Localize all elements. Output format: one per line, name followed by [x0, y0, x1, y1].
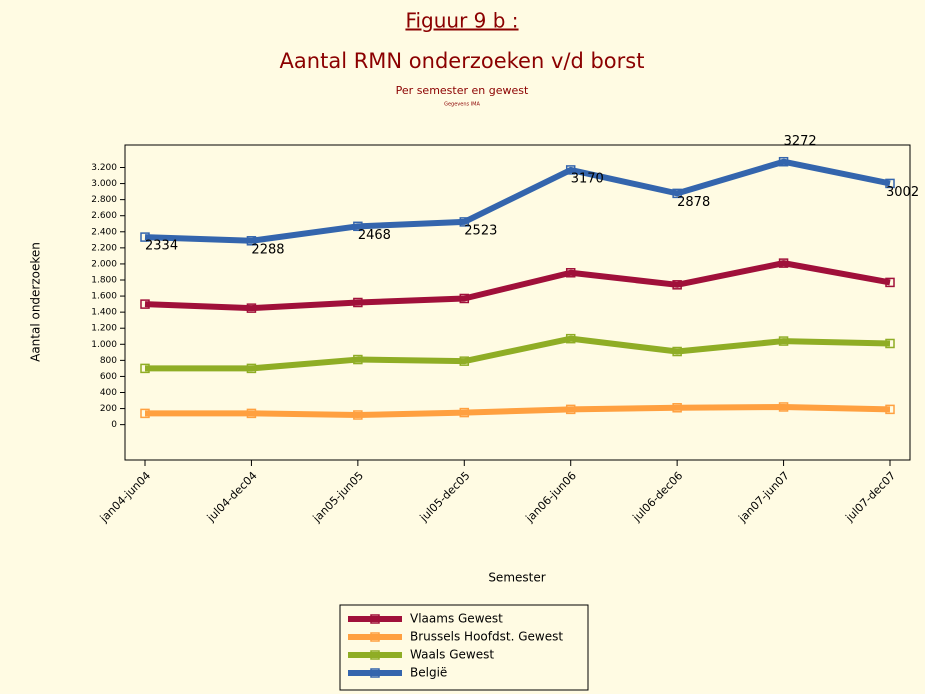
legend-marker [370, 614, 380, 624]
y-tick-label: 2.200 [91, 243, 117, 253]
point-marker [565, 268, 576, 278]
plot-frame [124, 144, 911, 461]
y-tick-label: 1.000 [91, 340, 117, 350]
point-marker [353, 221, 363, 232]
legend-label: Waals Gewest [410, 648, 494, 662]
series-line [145, 335, 891, 372]
point-marker [246, 363, 257, 374]
legend-label: Vlaams Gewest [410, 612, 503, 626]
point-marker [140, 299, 150, 309]
point-marker [459, 293, 470, 304]
point-marker [459, 217, 470, 227]
chart-caption: Per semester en gewest [396, 84, 529, 97]
point-marker [672, 188, 682, 199]
data-label: 2288 [251, 242, 284, 257]
point-marker [778, 402, 789, 412]
point-marker [140, 408, 150, 419]
point-marker [778, 258, 789, 268]
y-tick-label: 1.600 [91, 292, 117, 302]
point-marker [778, 336, 789, 346]
point-marker [140, 363, 150, 374]
point-marker [778, 156, 789, 167]
y-tick-label: 1.400 [91, 308, 117, 318]
point-marker [885, 338, 895, 349]
point-marker [246, 236, 257, 246]
legend-marker [370, 668, 380, 678]
point-marker [353, 354, 363, 365]
y-tick-label: 400 [100, 388, 117, 398]
series-line [145, 403, 891, 418]
y-tick-label: 1.200 [91, 324, 117, 334]
point-marker [565, 333, 576, 344]
point-marker [246, 408, 257, 419]
point-marker [565, 404, 576, 415]
y-tick-label: 600 [100, 372, 117, 382]
y-tick-label: 2.000 [91, 259, 117, 269]
point-marker [672, 346, 682, 357]
x-axis-label: Semester [488, 571, 545, 585]
point-marker [565, 165, 576, 175]
chart-source: Gegevens IMA [444, 102, 480, 108]
point-marker [885, 277, 895, 288]
y-tick-label: 3.200 [91, 163, 117, 173]
data-label: 2468 [358, 228, 391, 243]
y-tick-label: 800 [100, 356, 117, 366]
point-marker [459, 407, 470, 418]
point-marker [885, 404, 895, 415]
y-tick-label: 0 [111, 420, 117, 430]
legend-label: Brussels Hoofdst. Gewest [410, 630, 563, 644]
series-line [144, 158, 891, 244]
data-label: 3170 [571, 171, 604, 186]
y-tick-label: 2.600 [91, 211, 117, 221]
legend-box [339, 604, 589, 691]
y-tick-label: 2.400 [91, 227, 117, 237]
legend-label: België [410, 666, 447, 680]
point-marker [353, 297, 363, 308]
data-label: 2334 [145, 239, 178, 254]
y-tick-label: 3.000 [91, 179, 117, 189]
point-marker [672, 403, 682, 413]
y-tick-label: 1.800 [91, 276, 117, 286]
y-tick-label: 200 [100, 404, 117, 414]
point-marker [672, 280, 682, 290]
y-tick-label: 2.800 [91, 195, 117, 205]
chart-subtitle: Aantal RMN onderzoeken v/d borst [280, 49, 645, 73]
legend-marker [370, 650, 380, 660]
point-marker [459, 356, 470, 366]
data-label: 3272 [784, 134, 817, 149]
point-marker [885, 178, 895, 189]
series-line [144, 260, 891, 312]
data-label: 2523 [464, 223, 497, 238]
point-marker [246, 303, 257, 313]
legend-marker [370, 632, 380, 642]
y-axis-label: Aantal onderzoeken [29, 242, 43, 362]
data-label: 2878 [677, 195, 710, 210]
point-marker [140, 232, 150, 242]
data-label: 3002 [886, 185, 919, 200]
point-marker [353, 410, 363, 420]
chart-title: Figuur 9 b : [405, 9, 518, 33]
